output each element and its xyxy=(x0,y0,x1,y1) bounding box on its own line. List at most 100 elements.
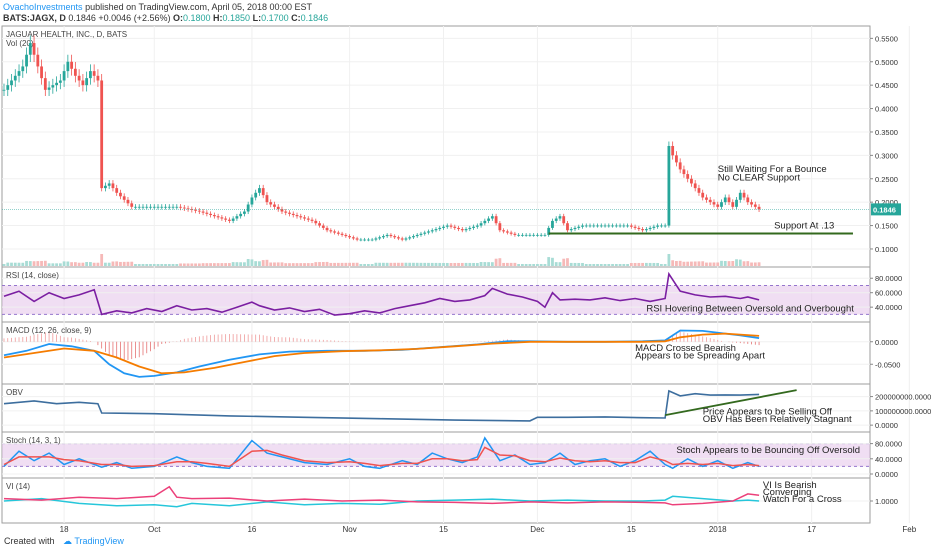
candle-body xyxy=(551,220,554,228)
candle-body xyxy=(509,232,513,234)
symbol-label: BATS:JAGX, D xyxy=(3,13,66,23)
candle-body xyxy=(179,206,182,208)
candle-body xyxy=(648,227,652,230)
candle-body xyxy=(70,61,74,69)
candle-body xyxy=(160,206,164,208)
created-with-label: Created with xyxy=(4,536,55,546)
volume-bar xyxy=(566,258,569,266)
volume-bar xyxy=(62,261,66,266)
candle-body xyxy=(412,236,415,238)
author-link[interactable]: OvachoInvestments xyxy=(3,2,83,12)
volume-bar xyxy=(306,263,310,266)
candle-body xyxy=(100,80,104,189)
candle-body xyxy=(536,234,539,236)
volume-bar xyxy=(577,262,581,266)
candle-body xyxy=(182,207,186,209)
volume-bar xyxy=(149,264,152,266)
low-value: 0.1700 xyxy=(261,13,289,23)
volume-bar xyxy=(197,263,201,266)
candle-body xyxy=(592,225,596,227)
candle-body xyxy=(475,225,479,227)
candle-body xyxy=(656,225,660,227)
candle-body xyxy=(400,238,404,240)
x-tick-label: Feb xyxy=(902,525,916,534)
candle-body xyxy=(216,216,220,218)
volume-bar xyxy=(92,262,96,266)
volume-bar xyxy=(265,259,269,266)
candle-body xyxy=(716,204,720,207)
volume-bar xyxy=(626,264,629,266)
candle-body xyxy=(89,71,92,79)
candle-body xyxy=(442,226,445,228)
candle-body xyxy=(652,226,656,228)
candle-body xyxy=(325,227,329,231)
volume-bar xyxy=(693,261,697,266)
volume-bar xyxy=(25,260,28,266)
y-tick-label: 0.0000 xyxy=(875,470,898,479)
candle-body xyxy=(757,206,761,210)
volume-bar xyxy=(423,262,427,266)
volume-bar xyxy=(104,262,107,266)
candle-body xyxy=(205,212,209,214)
candle-body xyxy=(397,237,400,239)
volume-bar xyxy=(111,261,115,266)
volume-bar xyxy=(280,262,284,266)
volume-bar xyxy=(171,264,175,266)
volume-bar xyxy=(427,262,430,266)
candle-body xyxy=(164,206,167,208)
annotation-label: Appears to be Spreading Apart xyxy=(635,350,765,361)
volume-bar xyxy=(224,263,228,266)
candle-body xyxy=(25,54,28,67)
volume-bar xyxy=(134,264,137,266)
candle-body xyxy=(464,229,468,231)
candle-body xyxy=(134,206,137,208)
volume-bar xyxy=(250,259,254,266)
candle-body xyxy=(227,219,231,221)
candle-body xyxy=(445,225,449,227)
candle-body xyxy=(269,202,273,205)
volume-bar xyxy=(70,262,74,266)
candle-body xyxy=(637,227,641,230)
volume-bar xyxy=(532,264,536,266)
volume-bar xyxy=(682,261,686,266)
rsi-pane-title: RSI (14, close) xyxy=(6,271,59,280)
volume-bar xyxy=(201,263,205,266)
candle-body xyxy=(663,225,667,227)
tradingview-logo[interactable]: ☁ TradingView xyxy=(63,536,124,546)
volume-bar xyxy=(261,260,265,266)
annotation-label: Price Appears to be Selling Off xyxy=(703,407,833,418)
volume-bar xyxy=(167,264,171,266)
volume-bar xyxy=(607,264,611,266)
candle-body xyxy=(708,199,712,203)
volume-bar xyxy=(85,262,89,266)
candle-body xyxy=(212,215,216,217)
x-tick-label: 15 xyxy=(439,525,448,534)
volume-bar xyxy=(141,264,145,266)
y-tick-label: 0.0000 xyxy=(875,338,898,347)
volume-bar xyxy=(457,262,460,266)
candle-body xyxy=(675,155,678,163)
annotation-label: VI Is Bearish xyxy=(763,480,817,491)
volume-bar xyxy=(21,262,25,266)
candle-body xyxy=(618,225,622,227)
volume-bar xyxy=(475,262,479,266)
volume-bar xyxy=(735,259,738,266)
volume-bar xyxy=(603,264,607,266)
annotation-label: Watch For a Cross xyxy=(763,494,842,505)
candle-body xyxy=(81,80,85,86)
volume-bar xyxy=(581,262,584,266)
candle-body xyxy=(614,225,618,227)
candle-body xyxy=(351,237,355,239)
candle-body xyxy=(43,78,47,90)
volume-bar xyxy=(708,262,712,266)
volume-bar xyxy=(524,264,528,266)
volume-label: Vol (20) xyxy=(6,39,34,48)
candle-body xyxy=(130,203,134,207)
volume-bar xyxy=(517,264,521,266)
volume-bar xyxy=(13,262,17,266)
volume-bar xyxy=(667,254,671,266)
candle-body xyxy=(122,196,126,200)
candle-body xyxy=(119,192,122,197)
candle-body xyxy=(276,206,280,210)
